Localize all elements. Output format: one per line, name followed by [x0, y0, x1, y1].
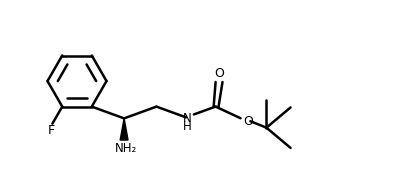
Text: NH₂: NH₂	[115, 142, 137, 155]
Text: N: N	[183, 112, 191, 125]
Text: O: O	[215, 67, 225, 80]
Text: O: O	[243, 115, 253, 128]
Text: H: H	[183, 120, 191, 133]
Polygon shape	[120, 118, 128, 140]
Text: F: F	[48, 124, 55, 137]
